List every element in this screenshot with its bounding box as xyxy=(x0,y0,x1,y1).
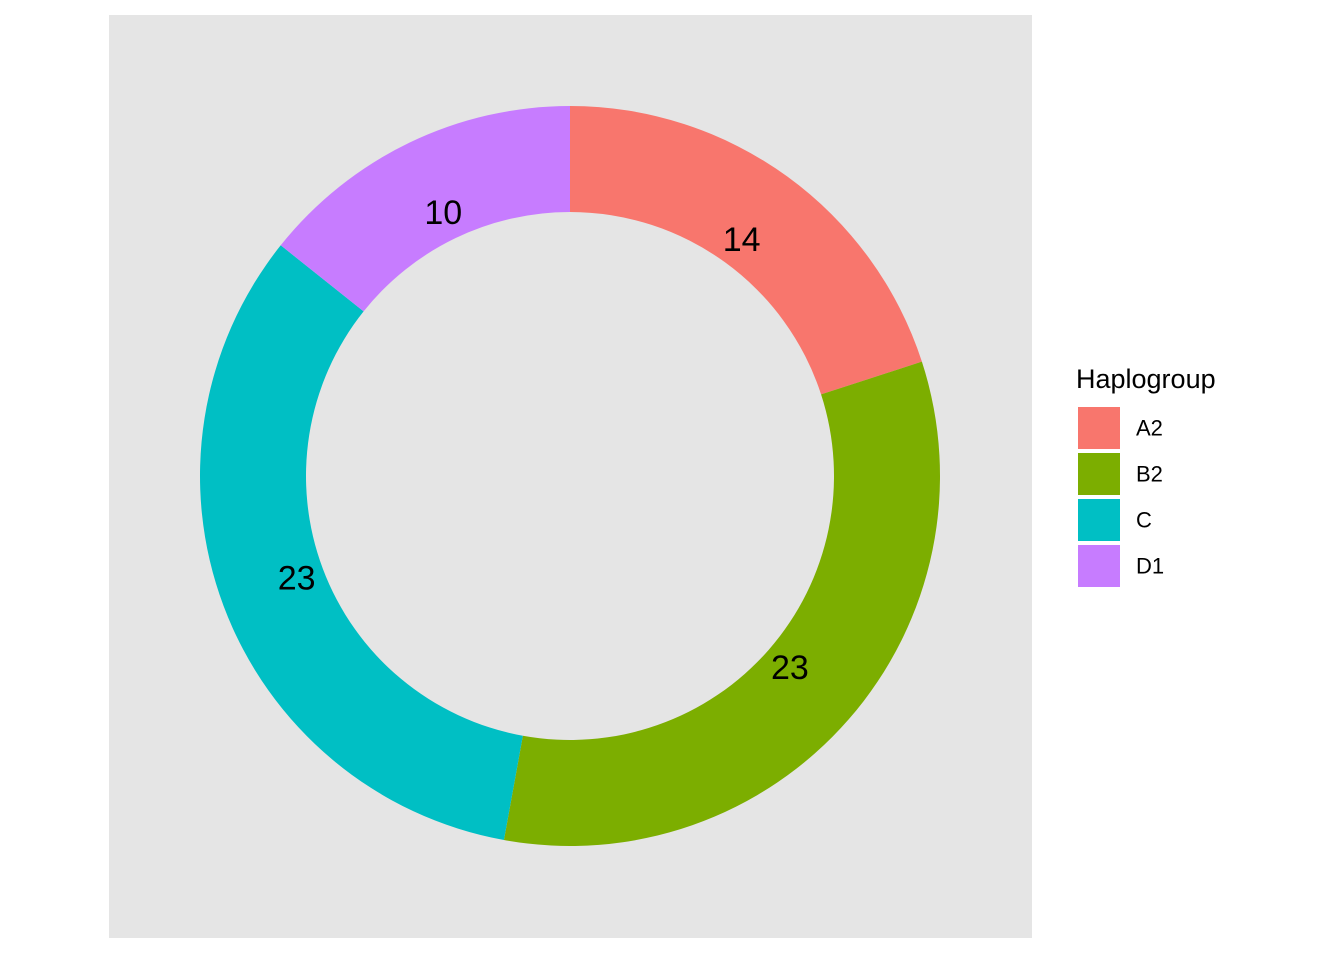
slice-a2 xyxy=(570,106,922,395)
legend-label-d1: D1 xyxy=(1136,554,1164,579)
legend-title: Haplogroup xyxy=(1076,364,1216,394)
legend-label-a2: A2 xyxy=(1136,416,1163,441)
legend-items: A2 B2 C D1 xyxy=(1076,405,1164,589)
slice-d1 xyxy=(280,106,570,312)
slice-label-a2: 14 xyxy=(723,221,761,259)
legend-label-c: C xyxy=(1136,508,1152,533)
donut-slices xyxy=(199,106,941,846)
slice-label-b2: 23 xyxy=(771,649,809,687)
legend-key-b2 xyxy=(1076,451,1122,497)
legend-label-b2: B2 xyxy=(1136,462,1163,487)
legend-key-a2 xyxy=(1076,405,1122,451)
slice-labels: 14 23 23 10 xyxy=(278,194,809,687)
slice-label-d1: 10 xyxy=(424,194,462,232)
legend-key-c xyxy=(1076,497,1122,543)
legend-key-d1 xyxy=(1076,543,1122,589)
slice-b2 xyxy=(503,361,941,846)
slice-c xyxy=(199,245,523,841)
slice-label-c: 23 xyxy=(278,560,316,598)
legend: Haplogroup A2 B2 C D1 xyxy=(1076,364,1216,589)
